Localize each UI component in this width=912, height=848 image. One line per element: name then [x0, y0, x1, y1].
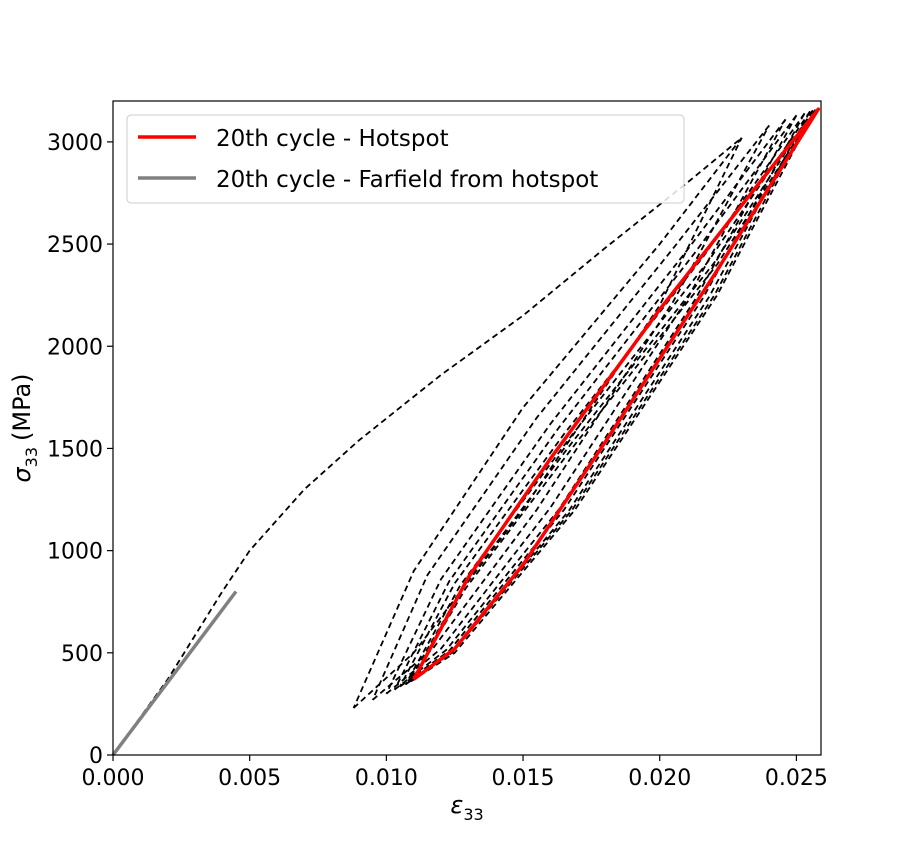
legend-box: [126, 114, 685, 204]
x-tick-label: 0.000: [82, 766, 145, 791]
cycle-unloading-curve: [393, 114, 798, 691]
y-tick-label: 3000: [47, 131, 103, 156]
legend-label-farfield: 20th cycle - Farfield from hotspot: [216, 167, 598, 193]
y-tick-label: 1000: [47, 540, 103, 565]
x-tick-label: 0.015: [492, 766, 555, 791]
y-tick-label: 2500: [47, 233, 103, 258]
plot-frame: [112, 100, 822, 756]
x-tick-labels: 0.000 0.005 0.010 0.015 0.020 0.025: [82, 766, 828, 791]
y-tick-label: 500: [61, 642, 103, 667]
cycle-loading-curve: [410, 109, 817, 683]
cycle-unloading-curve: [385, 118, 787, 695]
y-tick-label: 2000: [47, 335, 103, 360]
legend: 20th cycle - Hotspot 20th cycle - Farfie…: [126, 114, 685, 204]
cycle-unloading-curve: [371, 124, 770, 701]
series-lines: [111, 107, 821, 757]
dashed-cycle-curves: [113, 109, 817, 755]
initial-loading-curve: [113, 137, 743, 755]
cycle-unloading-curve: [399, 112, 806, 687]
cycle-loading-curve: [404, 110, 811, 686]
x-tick-label: 0.010: [355, 766, 418, 791]
x-tick-label: 0.025: [765, 766, 828, 791]
legend-label-hotspot: 20th cycle - Hotspot: [216, 126, 449, 152]
y-axis-label: σ33(MPa): [8, 373, 41, 482]
cycle-loading-curve: [399, 112, 806, 688]
cycle-loading-curve: [372, 125, 770, 701]
tick-marks: [107, 141, 797, 761]
cycle-unloading-curve: [352, 137, 743, 709]
x-axis-label: ε33: [450, 791, 483, 824]
y-tick-label: 1500: [47, 437, 103, 462]
y-tick-labels: 0 500 1000 1500 2000 2500 3000: [47, 131, 103, 769]
cycle-unloading-curve: [410, 109, 817, 682]
y-tick-label: 0: [89, 744, 103, 769]
series-farfield-line: [111, 590, 238, 757]
x-tick-label: 0.005: [218, 766, 281, 791]
cycle-loading-curve: [352, 137, 743, 709]
cycle-unloading-curve: [407, 109, 814, 683]
series-hotspot-line: [412, 107, 821, 681]
x-tick-label: 0.020: [628, 766, 691, 791]
cycle-unloading-curve: [404, 110, 811, 685]
